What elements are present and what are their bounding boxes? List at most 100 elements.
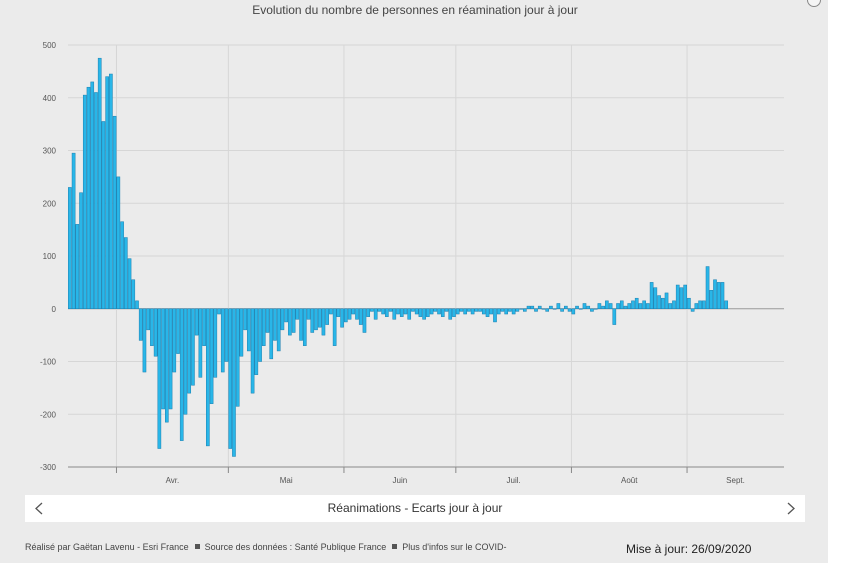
- bar: [176, 308, 180, 354]
- bar: [575, 305, 579, 309]
- bar: [168, 308, 173, 410]
- bar: [116, 176, 121, 309]
- bar: [426, 308, 430, 317]
- chart-title: Evolution du nombre de personnes en réam…: [252, 3, 578, 17]
- bar: [470, 308, 475, 315]
- footer-more-link[interactable]: Plus d'infos sur le COVID-: [402, 542, 507, 552]
- bar: [388, 308, 393, 312]
- y-tick-label: 300: [43, 147, 57, 156]
- bar: [97, 57, 102, 309]
- bar: [112, 115, 117, 310]
- bar: [530, 305, 535, 309]
- bar: [433, 308, 438, 312]
- bar: [90, 81, 95, 309]
- bar: [123, 237, 128, 310]
- bar: [571, 308, 576, 315]
- bar: [228, 308, 233, 449]
- bar: [344, 308, 348, 323]
- bar: [269, 308, 274, 360]
- chart-navigator-label: Réanimations - Ecarts jour à jour: [327, 501, 503, 515]
- bar: [713, 279, 717, 309]
- bar: [437, 308, 441, 315]
- footer-source: Source des données : Santé Publique Fran…: [204, 542, 387, 552]
- bar: [265, 308, 270, 333]
- bar: [452, 308, 456, 317]
- bar: [597, 303, 602, 310]
- bar: [459, 308, 464, 312]
- bar: [716, 282, 721, 309]
- bar: [172, 308, 177, 373]
- bar: [302, 308, 307, 346]
- bar: [664, 292, 669, 309]
- bar: [120, 221, 124, 309]
- bar: [355, 308, 359, 320]
- y-tick-label: 0: [52, 305, 57, 314]
- bar: [235, 308, 240, 407]
- bar: [336, 308, 341, 317]
- bar: [444, 308, 449, 312]
- x-tick-label: Sept.: [726, 476, 745, 485]
- bar: [217, 308, 221, 315]
- bar: [288, 308, 292, 336]
- bar: [422, 308, 426, 320]
- bar: [672, 300, 676, 309]
- bar: [504, 308, 508, 315]
- bar: [187, 308, 192, 394]
- bar: [254, 308, 259, 375]
- bar: [373, 308, 378, 320]
- bar: [496, 308, 501, 315]
- bar: [687, 297, 691, 310]
- bar: [273, 308, 277, 341]
- bar: [642, 300, 646, 309]
- bar: [321, 308, 326, 336]
- chevron-left-icon[interactable]: [31, 500, 47, 517]
- bar: [660, 297, 665, 310]
- bar: [463, 308, 467, 315]
- bar: [698, 300, 702, 309]
- bar: [578, 308, 583, 310]
- x-tick-label: Avr.: [166, 476, 180, 485]
- x-tick-label: Juil.: [507, 476, 521, 485]
- y-tick-label: 500: [43, 41, 57, 50]
- bar: [68, 187, 72, 309]
- x-tick-label: Juin: [393, 476, 408, 485]
- footer-separator: [194, 544, 200, 549]
- bar: [220, 308, 225, 373]
- bar: [86, 86, 91, 309]
- bar: [329, 308, 333, 315]
- bar: [668, 303, 673, 310]
- bar: [560, 308, 564, 312]
- bar: [519, 308, 523, 310]
- bar: [280, 308, 285, 331]
- bar: [549, 305, 553, 309]
- chevron-right-icon[interactable]: [783, 500, 799, 517]
- bar: [209, 308, 214, 404]
- bar: [564, 305, 568, 309]
- bar: [206, 308, 210, 447]
- bar: [511, 308, 516, 315]
- bar: [634, 297, 639, 310]
- bar: [440, 308, 445, 317]
- bar: [545, 308, 550, 312]
- bar: [657, 295, 661, 309]
- bar: [79, 192, 83, 309]
- bar: [157, 308, 162, 449]
- bar: [500, 308, 505, 312]
- bar: [358, 308, 363, 325]
- bar: [82, 94, 87, 309]
- bar: [605, 300, 609, 309]
- bar: [261, 308, 266, 346]
- bar: [161, 308, 165, 410]
- bar: [317, 308, 322, 328]
- bar: [619, 300, 624, 309]
- bar: [489, 308, 494, 315]
- bar: [213, 308, 218, 378]
- bar: [138, 308, 143, 341]
- bar: [508, 308, 512, 312]
- bar: [467, 308, 471, 312]
- bar: [243, 308, 247, 331]
- bar: [71, 152, 76, 309]
- bar: [179, 308, 184, 441]
- y-tick-label: -100: [40, 358, 57, 367]
- bar: [493, 308, 497, 323]
